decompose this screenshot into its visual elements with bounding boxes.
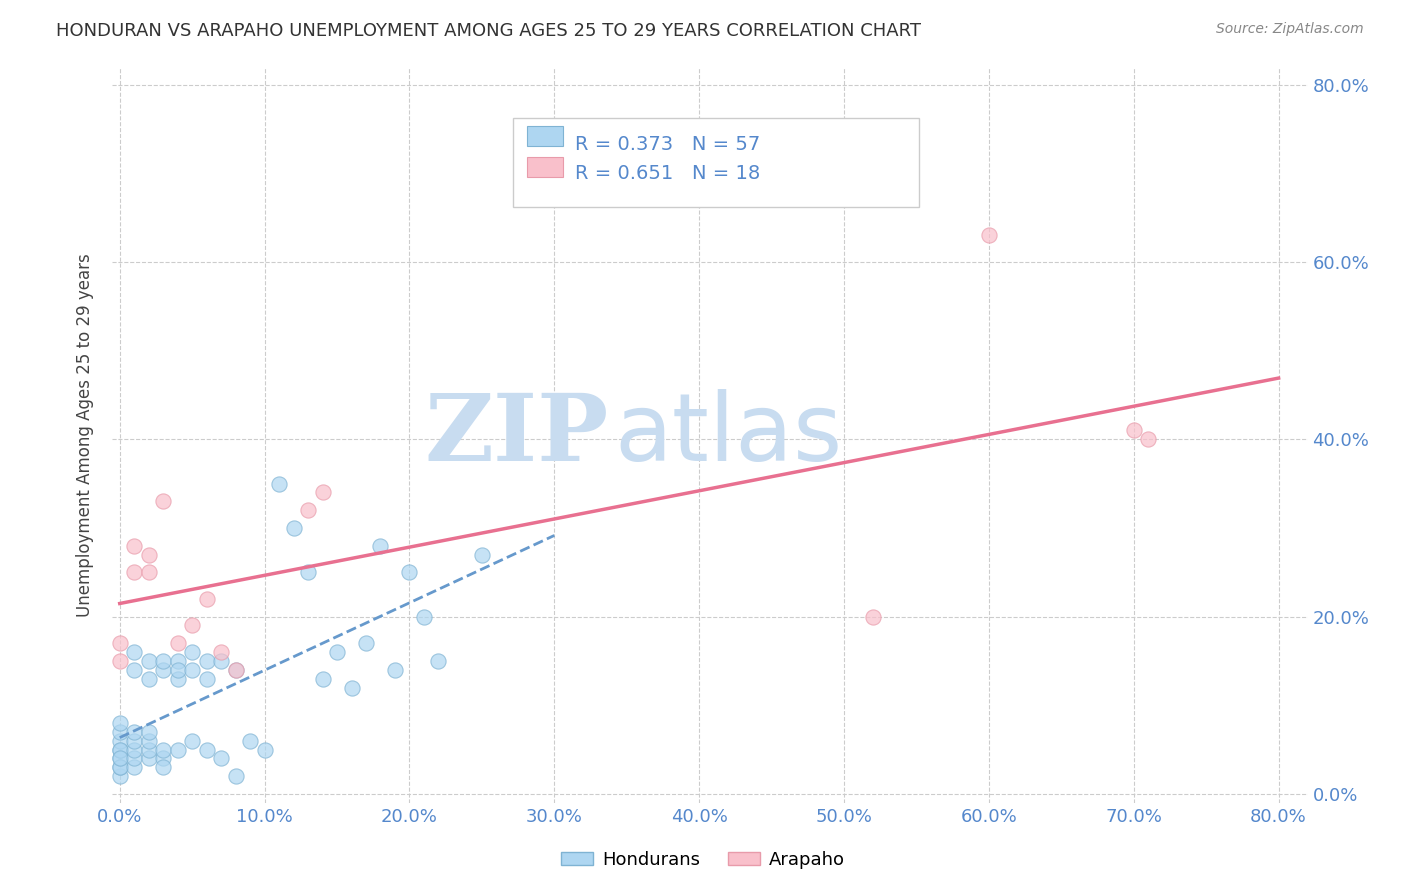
Point (297, 503, 319, 517)
Point (1122, 424, 1144, 438)
Point (977, 228, 1000, 243)
Point (122, 539, 145, 553)
Point (209, 751, 232, 765)
Point (138, 733, 160, 747)
Text: Source: ZipAtlas.com: Source: ZipAtlas.com (1216, 22, 1364, 37)
Text: ZIP: ZIP (425, 390, 609, 480)
Point (398, 566, 420, 580)
Point (122, 733, 145, 747)
Point (181, 733, 204, 747)
Point (471, 548, 494, 562)
Text: R = 0.373   N = 57: R = 0.373 N = 57 (575, 135, 761, 153)
Point (225, 663, 247, 677)
Point (181, 663, 204, 677)
Point (138, 672, 160, 686)
Point (166, 636, 188, 650)
Text: atlas: atlas (614, 389, 842, 481)
Point (138, 654, 160, 668)
Point (340, 681, 363, 695)
Point (225, 769, 247, 783)
Point (152, 751, 174, 765)
FancyBboxPatch shape (527, 157, 562, 178)
Point (267, 476, 290, 491)
Point (138, 742, 160, 756)
Point (138, 751, 160, 765)
Point (152, 663, 174, 677)
Point (195, 654, 218, 668)
Point (209, 654, 232, 668)
Point (152, 742, 174, 756)
Point (108, 636, 131, 650)
Point (283, 521, 305, 535)
Point (166, 742, 188, 756)
Point (384, 663, 406, 677)
Point (122, 645, 145, 659)
Point (195, 591, 218, 606)
Point (152, 494, 174, 508)
Point (427, 654, 450, 668)
Point (108, 751, 131, 765)
Point (181, 618, 204, 632)
Point (239, 733, 262, 747)
Point (108, 716, 131, 731)
Point (326, 645, 349, 659)
Point (122, 751, 145, 765)
Point (152, 760, 174, 774)
Point (311, 485, 333, 500)
Point (253, 742, 276, 756)
FancyBboxPatch shape (513, 119, 920, 207)
Point (225, 663, 247, 677)
Point (370, 539, 392, 553)
Point (108, 742, 131, 756)
Point (108, 742, 131, 756)
Text: HONDURAN VS ARAPAHO UNEMPLOYMENT AMONG AGES 25 TO 29 YEARS CORRELATION CHART: HONDURAN VS ARAPAHO UNEMPLOYMENT AMONG A… (56, 22, 921, 40)
Point (297, 566, 319, 580)
Point (311, 672, 333, 686)
Point (108, 654, 131, 668)
Point (138, 566, 160, 580)
Point (108, 769, 131, 783)
FancyBboxPatch shape (527, 126, 562, 146)
Point (122, 663, 145, 677)
Point (138, 548, 160, 562)
Point (1137, 432, 1160, 446)
Point (181, 645, 204, 659)
Point (166, 663, 188, 677)
Point (108, 724, 131, 739)
Point (108, 751, 131, 765)
Point (138, 724, 160, 739)
Text: R = 0.651   N = 18: R = 0.651 N = 18 (575, 164, 761, 183)
Legend: Hondurans, Arapaho: Hondurans, Arapaho (554, 844, 852, 876)
Point (195, 672, 218, 686)
Point (108, 733, 131, 747)
Point (152, 654, 174, 668)
Point (122, 742, 145, 756)
Point (166, 672, 188, 686)
Point (166, 654, 188, 668)
Point (122, 724, 145, 739)
Point (862, 609, 884, 624)
Point (209, 645, 232, 659)
Point (413, 609, 436, 624)
Point (195, 742, 218, 756)
Point (108, 760, 131, 774)
Point (122, 760, 145, 774)
Point (108, 760, 131, 774)
Point (122, 566, 145, 580)
Point (354, 636, 377, 650)
Y-axis label: Unemployment Among Ages 25 to 29 years: Unemployment Among Ages 25 to 29 years (76, 253, 94, 616)
